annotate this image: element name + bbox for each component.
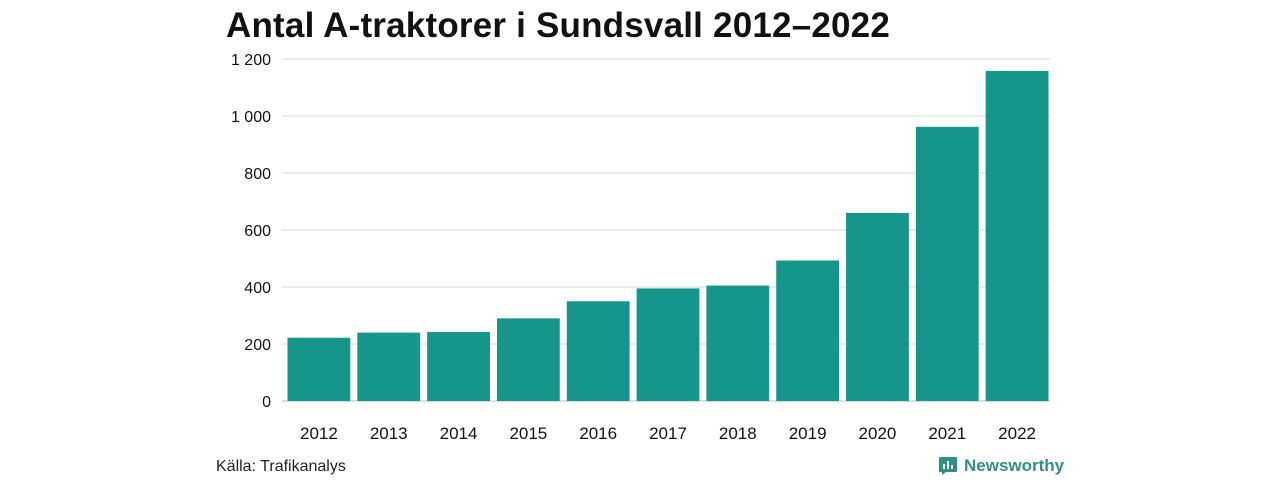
newsworthy-logo[interactable]: Newsworthy bbox=[938, 456, 1064, 476]
x-tick-label: 2018 bbox=[719, 424, 757, 443]
bar-2014 bbox=[427, 332, 490, 401]
x-tick-label: 2021 bbox=[928, 424, 966, 443]
bar-2018 bbox=[706, 285, 770, 401]
x-tick-label: 2020 bbox=[859, 424, 897, 443]
bar-2021 bbox=[915, 126, 979, 401]
y-axis-tick-labels: 0 200 400 600 800 1 000 1 200 bbox=[231, 52, 271, 411]
bars bbox=[287, 70, 1049, 401]
y-tick-label: 400 bbox=[244, 280, 271, 297]
bar-2022 bbox=[985, 70, 1049, 401]
x-tick-label: 2015 bbox=[509, 424, 547, 443]
source-note: Källa: Trafikanalys bbox=[216, 458, 346, 475]
x-tick-label: 2016 bbox=[579, 424, 617, 443]
bar-2019 bbox=[776, 260, 840, 401]
y-tick-label: 800 bbox=[244, 166, 271, 183]
y-tick-label: 1 000 bbox=[231, 109, 271, 126]
bar-2012 bbox=[287, 337, 351, 401]
bar-2016 bbox=[566, 301, 630, 401]
bar-2017 bbox=[636, 288, 700, 401]
y-tick-label: 200 bbox=[244, 337, 271, 354]
x-axis-tick-labels: 2012 2013 2014 2015 2016 2017 2018 2019 2020 2021… bbox=[300, 424, 1036, 443]
bar-chart-speech-bubble-icon bbox=[939, 457, 957, 475]
bar-2020 bbox=[846, 212, 909, 401]
bar-2013 bbox=[357, 332, 421, 401]
brand-name: Newsworthy bbox=[964, 456, 1065, 475]
x-tick-label: 2014 bbox=[440, 424, 478, 443]
y-tick-label: 600 bbox=[244, 223, 271, 240]
chart-title: Antal A-traktorer i Sundsvall 2012–2022 bbox=[226, 6, 891, 45]
y-tick-label: 1 200 bbox=[231, 52, 271, 69]
x-tick-label: 2012 bbox=[300, 424, 338, 443]
y-tick-label: 0 bbox=[262, 394, 271, 411]
x-tick-label: 2017 bbox=[649, 424, 687, 443]
x-tick-label: 2019 bbox=[789, 424, 827, 443]
x-tick-label: 2022 bbox=[998, 424, 1036, 443]
bar-2015 bbox=[496, 318, 560, 401]
x-tick-label: 2013 bbox=[370, 424, 408, 443]
